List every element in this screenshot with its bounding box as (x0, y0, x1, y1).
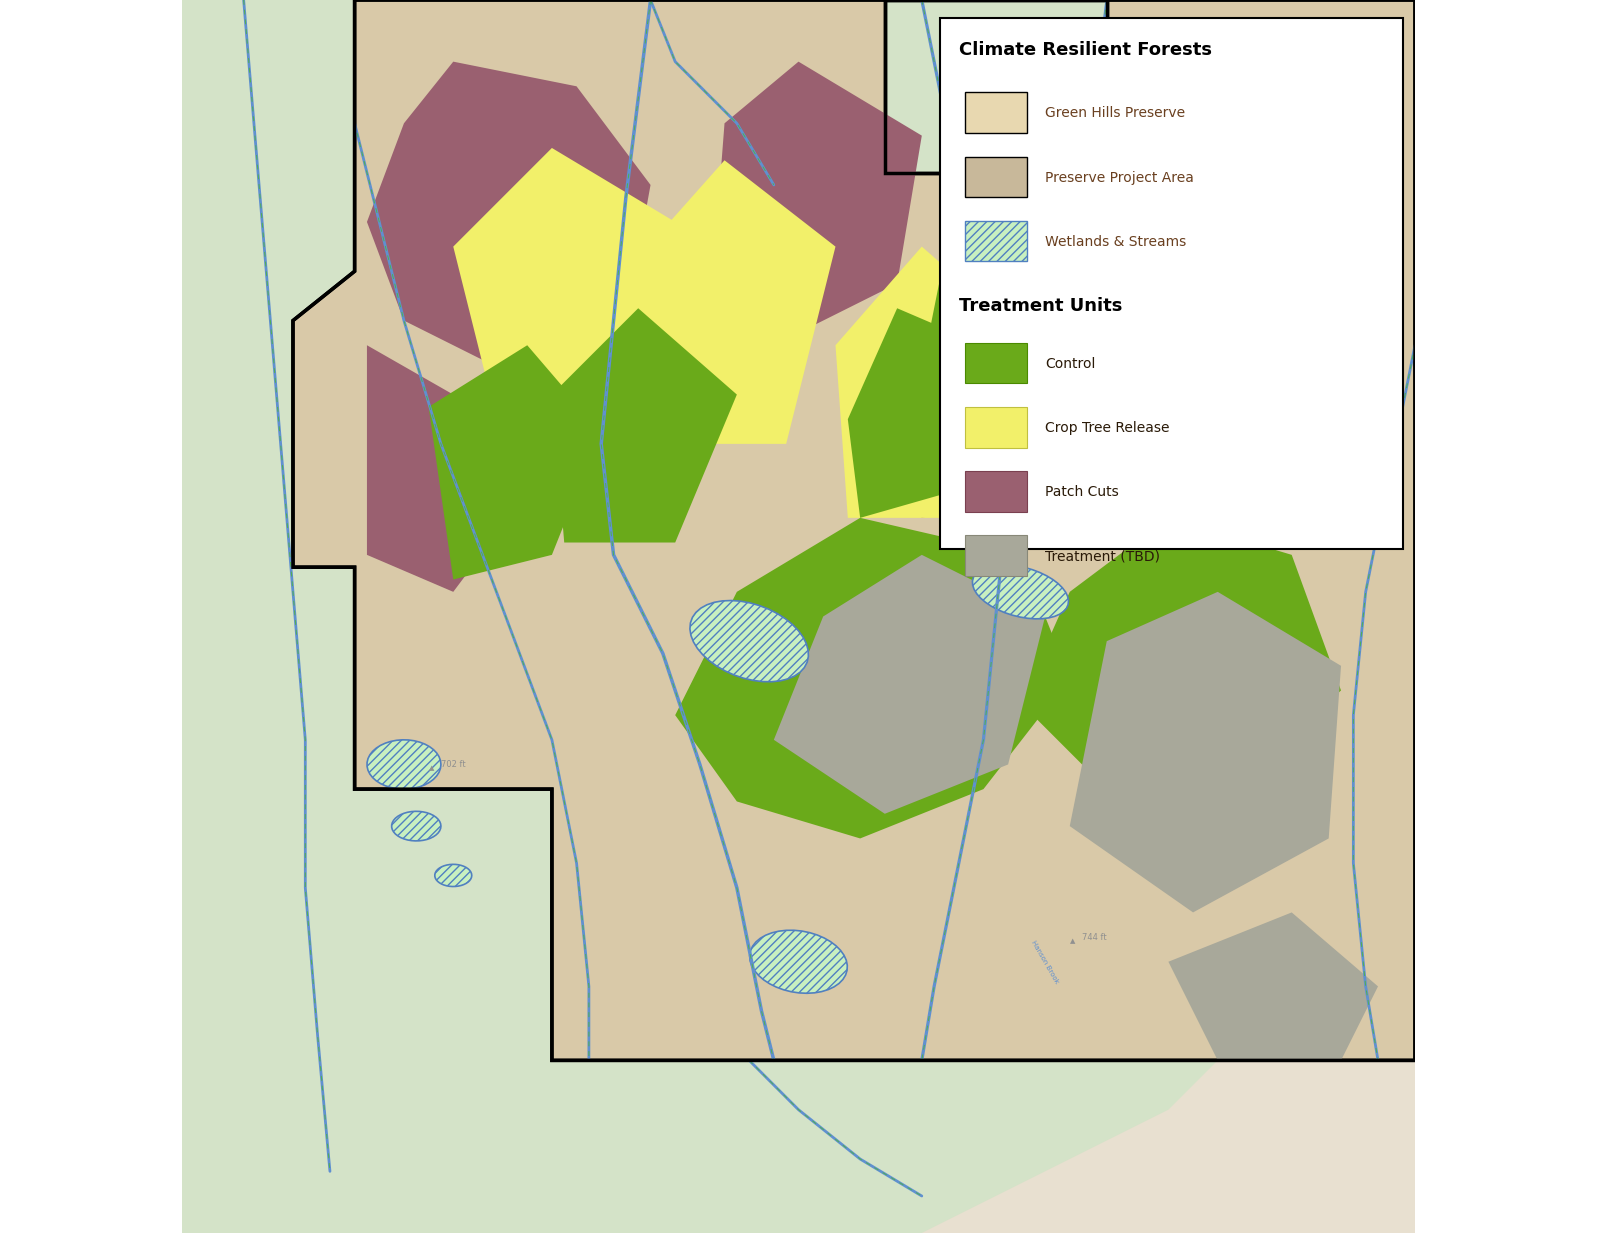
Polygon shape (835, 247, 1020, 518)
Polygon shape (428, 345, 600, 580)
Polygon shape (848, 308, 984, 518)
Text: Green Hills Preserve: Green Hills Preserve (1044, 106, 1185, 121)
FancyBboxPatch shape (965, 221, 1027, 261)
Polygon shape (921, 592, 1415, 1233)
Text: 744 ft: 744 ft (1083, 932, 1107, 942)
Text: Preserve Project Area: Preserve Project Area (1044, 170, 1195, 185)
Polygon shape (712, 62, 921, 333)
FancyBboxPatch shape (965, 343, 1027, 383)
Polygon shape (1020, 123, 1169, 296)
Polygon shape (553, 308, 736, 543)
Polygon shape (690, 600, 808, 682)
Text: ▲: ▲ (428, 766, 434, 772)
Text: 702 ft: 702 ft (441, 760, 466, 769)
Text: Treatment Units: Treatment Units (958, 297, 1123, 316)
FancyBboxPatch shape (965, 471, 1027, 512)
Polygon shape (973, 565, 1068, 619)
FancyBboxPatch shape (965, 92, 1027, 133)
Polygon shape (292, 0, 1415, 1060)
Polygon shape (454, 148, 676, 395)
Polygon shape (391, 811, 441, 841)
Text: ▲: ▲ (1292, 470, 1297, 476)
Polygon shape (885, 0, 1107, 173)
Text: Control: Control (1044, 356, 1096, 371)
Text: Treatment (TBD): Treatment (TBD) (1044, 549, 1159, 563)
FancyBboxPatch shape (965, 535, 1027, 576)
Polygon shape (182, 0, 1415, 1233)
Polygon shape (1169, 912, 1378, 1060)
Polygon shape (861, 271, 1070, 518)
FancyBboxPatch shape (965, 157, 1027, 197)
Polygon shape (1020, 518, 1341, 789)
Polygon shape (367, 345, 527, 592)
Text: Wetlands & Streams: Wetlands & Streams (1044, 234, 1187, 249)
Text: Climate Resilient Forests: Climate Resilient Forests (958, 41, 1212, 59)
Polygon shape (367, 62, 650, 382)
FancyBboxPatch shape (941, 18, 1402, 549)
Polygon shape (676, 518, 1070, 838)
Text: Patch Cuts: Patch Cuts (1044, 485, 1119, 499)
Polygon shape (367, 740, 441, 789)
Text: 562 ft: 562 ft (1305, 464, 1329, 473)
Text: Crop Tree Release: Crop Tree Release (1044, 420, 1169, 435)
Polygon shape (775, 555, 1044, 814)
Text: Hanson Brook: Hanson Brook (1030, 940, 1060, 984)
Polygon shape (626, 160, 835, 444)
Polygon shape (921, 185, 1143, 395)
Text: ▲: ▲ (1070, 938, 1075, 944)
Polygon shape (749, 930, 848, 994)
Polygon shape (1070, 592, 1341, 912)
FancyBboxPatch shape (965, 407, 1027, 448)
Polygon shape (434, 864, 471, 887)
